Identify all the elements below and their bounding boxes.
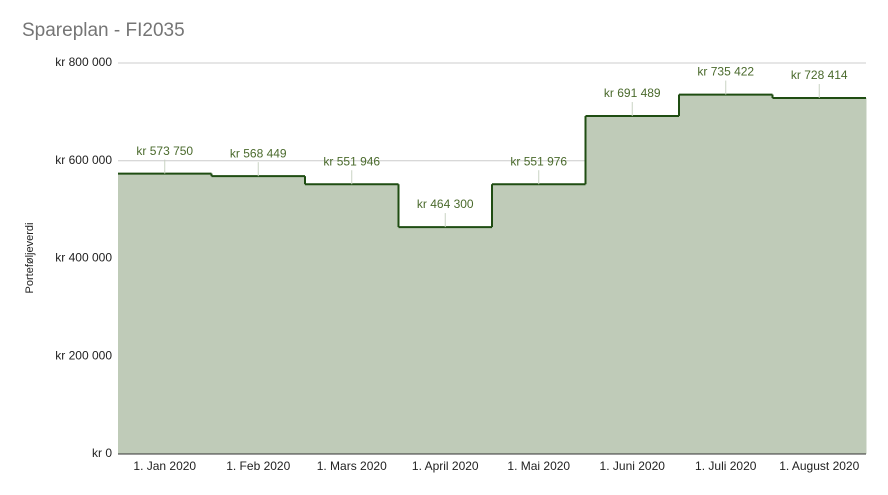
y-tick-label: kr 200 000	[55, 348, 112, 362]
x-tick-label: 1. April 2020	[412, 459, 479, 473]
value-label: kr 735 422	[697, 65, 754, 79]
x-tick-label: 1. Juli 2020	[695, 459, 757, 473]
x-tick-label: 1. August 2020	[779, 459, 859, 473]
x-tick-label: 1. Feb 2020	[226, 459, 290, 473]
area-step	[679, 94, 773, 454]
x-tick-label: 1. Jan 2020	[133, 459, 196, 473]
area-step	[118, 173, 212, 454]
y-tick-label: kr 400 000	[55, 251, 112, 265]
y-tick-label: kr 600 000	[55, 153, 112, 167]
y-axis-label: Porteføljeverdi	[24, 223, 36, 294]
area-step	[211, 176, 306, 455]
value-label: kr 464 300	[417, 197, 474, 211]
x-tick-label: 1. Mars 2020	[317, 459, 387, 473]
value-label: kr 691 489	[604, 86, 661, 100]
value-label: kr 728 414	[791, 68, 848, 82]
x-tick-label: 1. Mai 2020	[507, 459, 570, 473]
value-label: kr 551 946	[323, 154, 380, 168]
area-step	[305, 184, 399, 454]
chart-title: Spareplan - FI2035	[22, 20, 185, 41]
area-step	[492, 184, 586, 454]
y-tick-label: kr 800 000	[55, 55, 112, 69]
value-label: kr 573 750	[136, 144, 193, 158]
y-tick-label: kr 0	[92, 446, 112, 460]
value-label: kr 551 976	[510, 154, 567, 168]
x-tick-label: 1. Juni 2020	[600, 459, 666, 473]
area-step	[398, 227, 493, 454]
area-step	[585, 116, 680, 454]
area-step	[772, 97, 867, 454]
value-label: kr 568 449	[230, 146, 287, 160]
